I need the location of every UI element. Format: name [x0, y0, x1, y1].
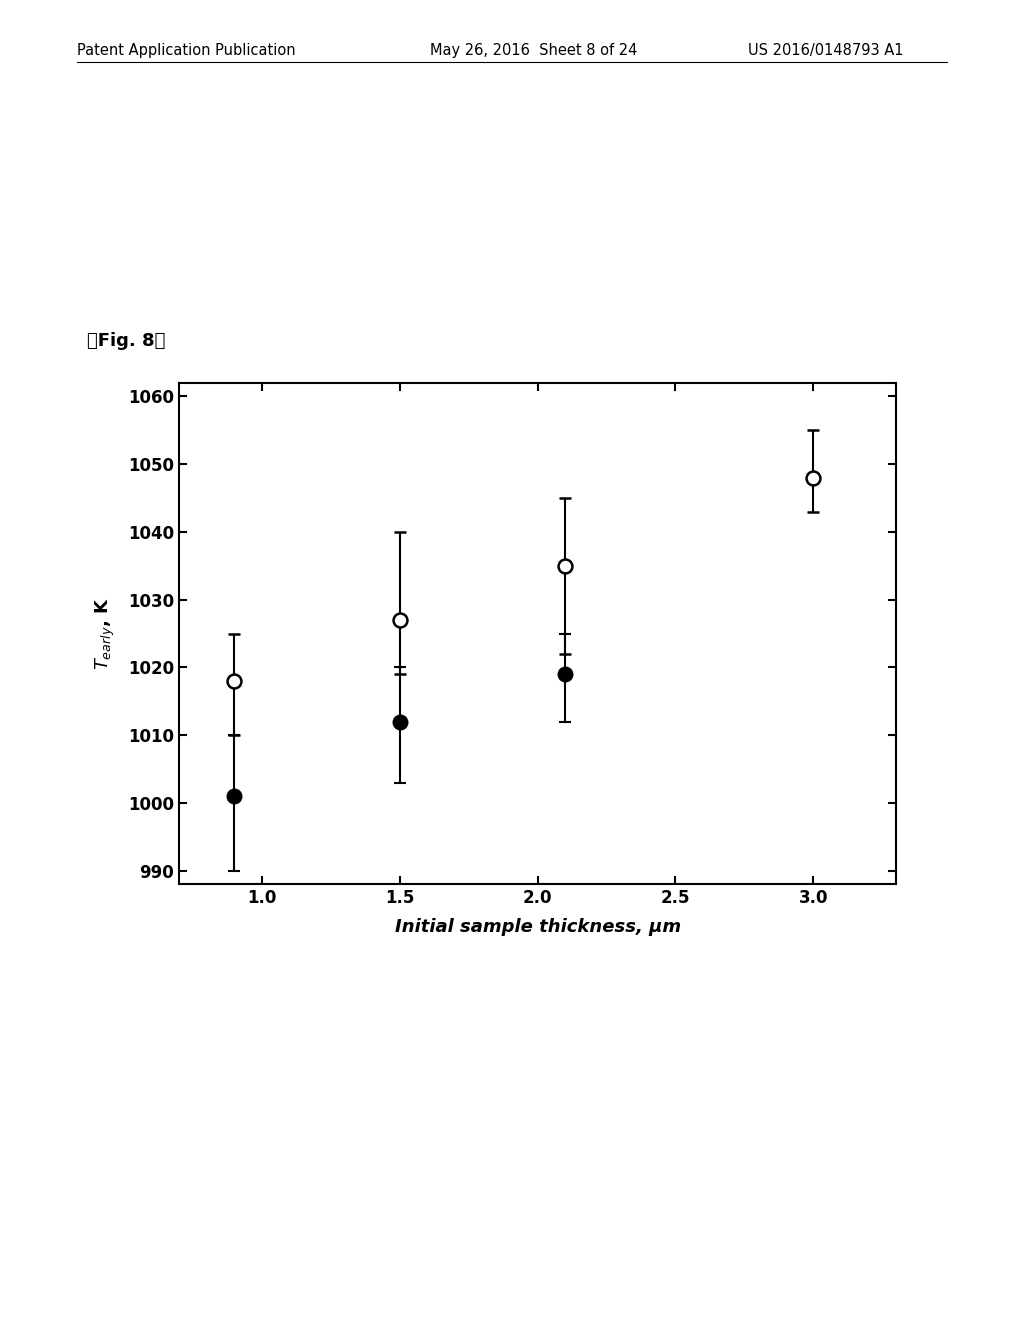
Text: May 26, 2016  Sheet 8 of 24: May 26, 2016 Sheet 8 of 24 — [430, 42, 638, 58]
Text: 「Fig. 8」: 「Fig. 8」 — [87, 331, 166, 350]
Text: US 2016/0148793 A1: US 2016/0148793 A1 — [748, 42, 903, 58]
Text: Patent Application Publication: Patent Application Publication — [77, 42, 296, 58]
X-axis label: Initial sample thickness, μm: Initial sample thickness, μm — [394, 919, 681, 936]
Y-axis label: $\mathit{T}_{early}$, K: $\mathit{T}_{early}$, K — [94, 597, 117, 671]
